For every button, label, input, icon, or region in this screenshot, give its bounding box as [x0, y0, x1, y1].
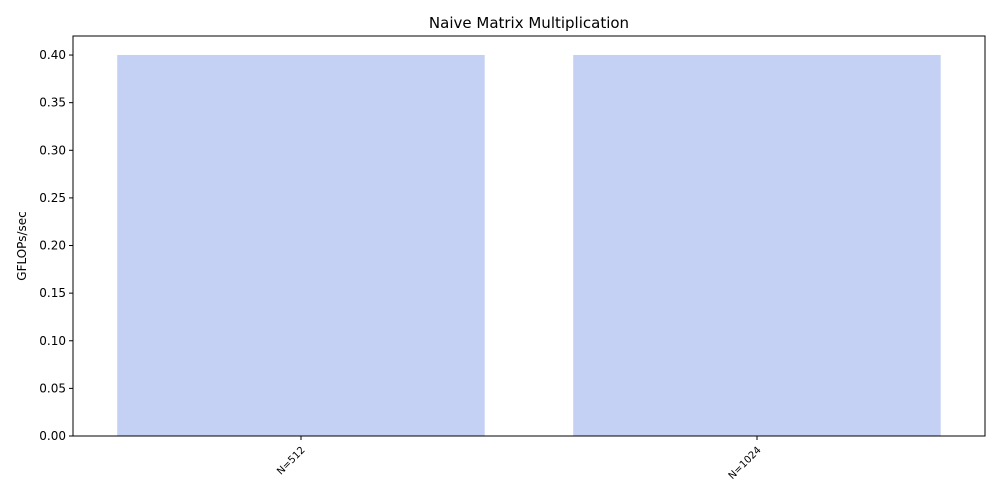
y-tick-label: 0.10 — [39, 334, 66, 348]
y-tick-label: 0.15 — [39, 286, 66, 300]
y-tick-label: 0.05 — [39, 381, 66, 395]
y-tick-label: 0.00 — [39, 429, 66, 443]
y-tick-label: 0.35 — [39, 96, 66, 110]
plot-frame — [72, 35, 986, 437]
y-tick-label: 0.25 — [39, 191, 66, 205]
x-tick-label: N=512 — [275, 445, 307, 477]
bars-group — [117, 55, 941, 436]
bar-n-512 — [117, 55, 485, 436]
x-tick-label: N=1024 — [727, 445, 764, 482]
bar-n-1024 — [573, 55, 941, 436]
chart-title: Naive Matrix Multiplication — [429, 14, 629, 32]
y-axis-label: GFLOPs/sec — [15, 211, 29, 280]
x-axis: N=512 N=1024 — [275, 436, 764, 482]
y-tick-label: 0.40 — [39, 48, 66, 62]
y-axis: 0.00 0.05 0.10 0.15 0.20 0.25 0.30 0.35 0.40 — [39, 48, 73, 443]
y-tick-label: 0.20 — [39, 239, 66, 253]
y-tick-label: 0.30 — [39, 143, 66, 157]
